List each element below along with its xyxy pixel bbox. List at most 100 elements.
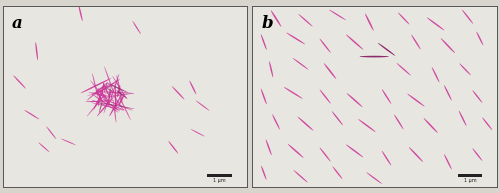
Ellipse shape (329, 10, 346, 20)
Ellipse shape (346, 145, 364, 157)
Ellipse shape (441, 38, 455, 53)
Ellipse shape (38, 142, 50, 152)
Ellipse shape (78, 5, 82, 21)
Ellipse shape (103, 99, 133, 111)
Ellipse shape (92, 92, 108, 98)
Ellipse shape (266, 139, 272, 155)
Ellipse shape (432, 67, 440, 82)
Ellipse shape (294, 170, 308, 183)
Ellipse shape (24, 110, 40, 119)
Ellipse shape (110, 74, 119, 100)
Ellipse shape (196, 100, 209, 111)
Ellipse shape (61, 139, 76, 145)
Ellipse shape (36, 42, 38, 60)
Ellipse shape (382, 89, 391, 104)
Ellipse shape (298, 117, 314, 131)
Ellipse shape (80, 78, 111, 93)
Ellipse shape (104, 82, 108, 93)
Ellipse shape (88, 92, 110, 96)
Ellipse shape (444, 154, 452, 169)
Ellipse shape (87, 83, 107, 101)
Ellipse shape (92, 93, 118, 113)
Ellipse shape (261, 89, 266, 104)
Ellipse shape (409, 147, 423, 162)
Ellipse shape (106, 83, 128, 93)
Ellipse shape (324, 63, 336, 79)
Ellipse shape (172, 86, 184, 100)
Ellipse shape (108, 86, 110, 104)
Ellipse shape (104, 89, 112, 113)
Ellipse shape (98, 91, 100, 107)
Ellipse shape (91, 102, 124, 111)
Ellipse shape (346, 34, 364, 50)
Text: 1 μm: 1 μm (464, 178, 476, 183)
Ellipse shape (261, 166, 266, 180)
Ellipse shape (272, 114, 280, 130)
Ellipse shape (113, 99, 116, 123)
Text: 1 μm: 1 μm (214, 178, 226, 183)
Ellipse shape (320, 89, 330, 104)
Ellipse shape (424, 118, 438, 133)
Ellipse shape (101, 83, 104, 96)
Ellipse shape (408, 94, 424, 107)
Ellipse shape (394, 114, 404, 129)
Ellipse shape (460, 63, 470, 75)
Ellipse shape (94, 92, 103, 110)
Ellipse shape (92, 100, 110, 107)
Ellipse shape (293, 58, 308, 70)
Ellipse shape (90, 80, 110, 105)
Ellipse shape (412, 35, 420, 49)
Ellipse shape (358, 119, 376, 132)
Ellipse shape (190, 81, 196, 94)
Ellipse shape (261, 34, 266, 50)
Bar (208, 174, 232, 177)
Ellipse shape (14, 75, 26, 89)
Ellipse shape (116, 75, 122, 104)
Ellipse shape (398, 13, 409, 25)
Text: b: b (262, 15, 273, 32)
Ellipse shape (346, 93, 362, 107)
Ellipse shape (98, 88, 110, 103)
Ellipse shape (116, 90, 128, 99)
Ellipse shape (444, 85, 452, 101)
Ellipse shape (472, 148, 482, 161)
Ellipse shape (46, 126, 56, 139)
Ellipse shape (102, 99, 120, 111)
Ellipse shape (269, 61, 273, 77)
Ellipse shape (99, 102, 135, 109)
Ellipse shape (396, 63, 411, 75)
Ellipse shape (482, 117, 492, 130)
Ellipse shape (459, 111, 466, 126)
Ellipse shape (104, 86, 118, 95)
Ellipse shape (112, 94, 124, 111)
Ellipse shape (99, 101, 102, 113)
Ellipse shape (94, 79, 120, 95)
Ellipse shape (298, 14, 312, 27)
Ellipse shape (118, 94, 124, 106)
Ellipse shape (106, 103, 124, 110)
Ellipse shape (96, 90, 103, 102)
Ellipse shape (96, 85, 109, 91)
Ellipse shape (271, 10, 281, 27)
Ellipse shape (462, 10, 473, 24)
Ellipse shape (97, 96, 114, 116)
Ellipse shape (110, 89, 112, 101)
Text: a: a (12, 15, 23, 32)
Ellipse shape (118, 95, 131, 120)
Ellipse shape (103, 83, 110, 98)
Ellipse shape (168, 141, 178, 154)
Ellipse shape (109, 95, 122, 116)
Bar (458, 174, 482, 177)
Ellipse shape (382, 151, 391, 166)
Ellipse shape (112, 76, 127, 99)
Ellipse shape (115, 86, 116, 112)
Ellipse shape (286, 33, 305, 44)
Ellipse shape (98, 93, 134, 98)
Ellipse shape (365, 14, 374, 31)
Ellipse shape (288, 144, 304, 158)
Ellipse shape (132, 21, 141, 34)
Ellipse shape (284, 87, 302, 99)
Ellipse shape (92, 73, 98, 98)
Ellipse shape (472, 90, 482, 103)
Ellipse shape (320, 39, 330, 53)
